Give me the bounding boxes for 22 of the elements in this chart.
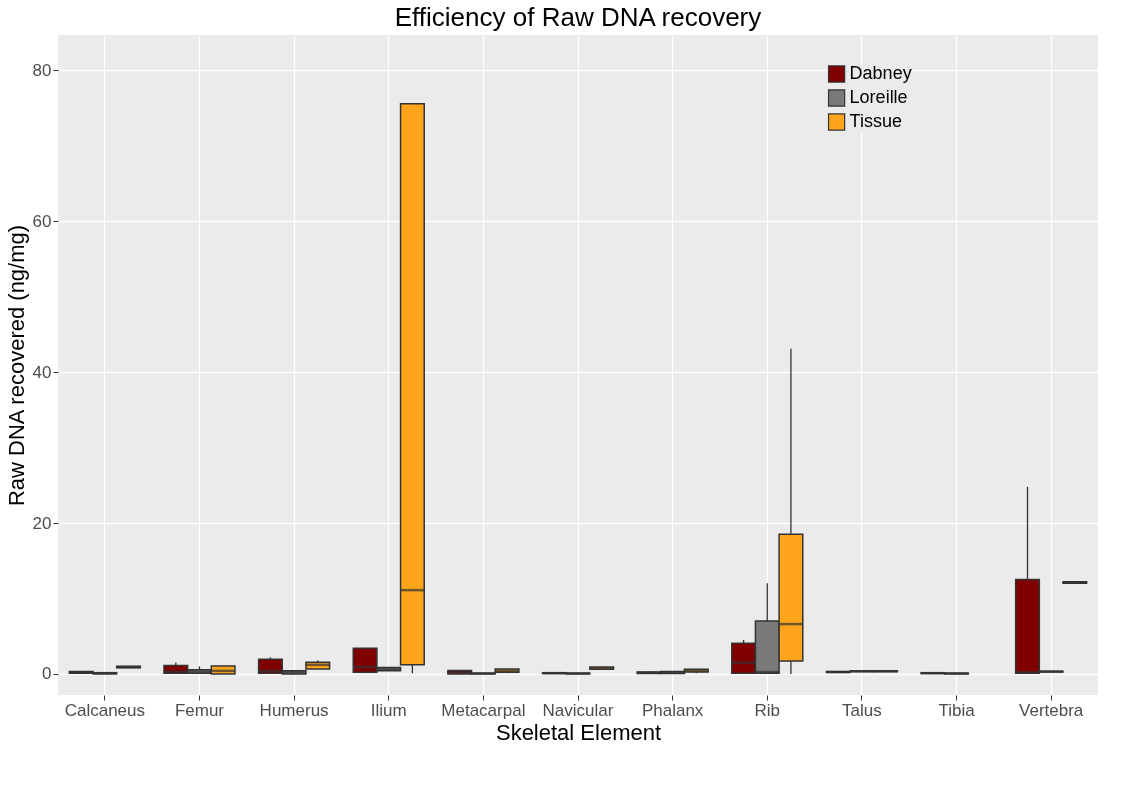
y-tick-label: 0 bbox=[42, 664, 52, 684]
chart-title: Efficiency of Raw DNA recovery bbox=[394, 2, 762, 32]
x-tick-label: Metacarpal bbox=[441, 700, 526, 720]
x-tick-label: Tibia bbox=[938, 700, 976, 720]
y-axis-title: Raw DNA recovered (ng/mg) bbox=[3, 224, 29, 507]
x-tick-label: Humerus bbox=[259, 700, 329, 720]
legend-label: Tissue bbox=[849, 111, 902, 131]
x-tick-label: Vertebra bbox=[1019, 700, 1084, 720]
legend-label: Loreille bbox=[849, 87, 908, 107]
y-tick-label: 20 bbox=[32, 513, 52, 533]
x-tick-label: Talus bbox=[842, 700, 882, 720]
legend-label: Dabney bbox=[849, 63, 912, 83]
x-tick-label: Calcaneus bbox=[64, 700, 146, 720]
x-axis-title: Skeletal Element bbox=[495, 719, 662, 745]
x-tick-label: Navicular bbox=[542, 700, 614, 720]
y-tick-label: 40 bbox=[32, 362, 52, 382]
x-tick-label: Ilium bbox=[370, 700, 407, 720]
x-tick-label: Rib bbox=[754, 700, 781, 720]
x-tick-label: Phalanx bbox=[641, 700, 704, 720]
y-tick-label: 80 bbox=[32, 60, 52, 80]
x-tick-label: Femur bbox=[174, 700, 225, 720]
y-tick-label: 60 bbox=[32, 211, 52, 231]
